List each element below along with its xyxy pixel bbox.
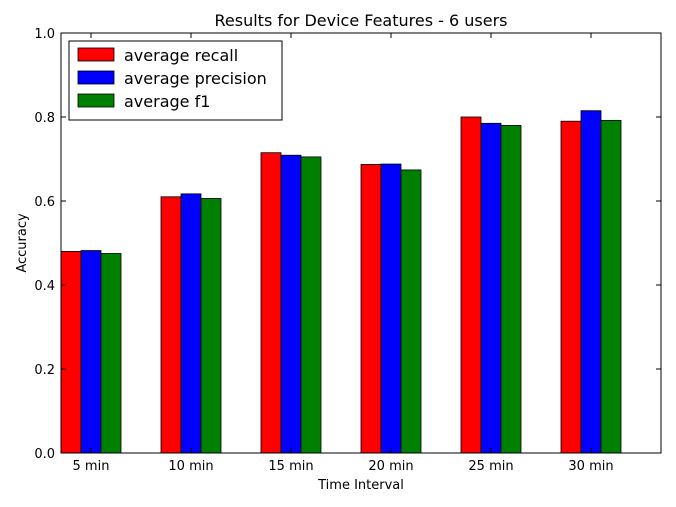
y-tick-label: 0.8	[34, 111, 55, 126]
legend-swatch	[77, 47, 115, 62]
x-tick-label: 5 min	[73, 459, 110, 474]
bar-average-f1-15-min	[300, 156, 322, 454]
y-axis-ticks: 0.0 0.2 0.4 0.6 0.8 1.0	[34, 27, 661, 462]
legend-label: average precision	[124, 69, 267, 88]
bar-average-f1-20-min	[400, 169, 422, 454]
legend-swatch	[77, 70, 115, 85]
legend-label: average recall	[124, 46, 238, 65]
bar-average-f1-30-min	[600, 119, 622, 454]
bar-average-recall-5-min	[60, 250, 82, 454]
legend-swatch	[77, 93, 115, 108]
x-tick-label: 25 min	[468, 459, 513, 474]
chart-title: Results for Device Features - 6 users	[215, 11, 508, 30]
x-axis-label: Time Interval	[317, 478, 404, 493]
plot-frame	[60, 32, 662, 454]
bar-average-precision-5-min	[80, 250, 102, 454]
y-tick-label: 0.6	[34, 195, 55, 210]
bar-average-f1-10-min	[200, 198, 222, 454]
bar-average-f1-5-min	[100, 253, 122, 454]
y-tick-label: 1.0	[34, 27, 55, 42]
y-tick-label: 0.4	[34, 279, 55, 294]
bar-average-precision-25-min	[480, 122, 502, 454]
bar-average-precision-30-min	[580, 110, 602, 454]
legend-label: average f1	[124, 92, 210, 111]
legend: average recall average precision average f…	[68, 40, 283, 121]
bar-average-recall-20-min	[360, 164, 382, 454]
bar-average-precision-15-min	[280, 154, 302, 454]
bars-layer	[60, 110, 622, 454]
x-axis-ticks: 5 min 10 min 15 min 20 min 25 min 30 min	[73, 33, 614, 474]
y-tick-label: 0.0	[34, 447, 55, 462]
bar-average-recall-25-min	[460, 116, 482, 454]
y-axis-label: Accuracy	[15, 213, 30, 273]
y-tick-label: 0.2	[34, 363, 55, 378]
x-tick-label: 10 min	[168, 459, 213, 474]
x-tick-label: 30 min	[568, 459, 613, 474]
x-tick-label: 20 min	[368, 459, 413, 474]
bar-average-precision-20-min	[380, 163, 402, 454]
bar-average-recall-10-min	[160, 196, 182, 454]
bar-average-precision-10-min	[180, 193, 202, 454]
bar-average-recall-15-min	[260, 152, 282, 454]
bar-average-recall-30-min	[560, 120, 582, 454]
x-tick-label: 15 min	[268, 459, 313, 474]
bar-average-f1-25-min	[500, 125, 522, 454]
